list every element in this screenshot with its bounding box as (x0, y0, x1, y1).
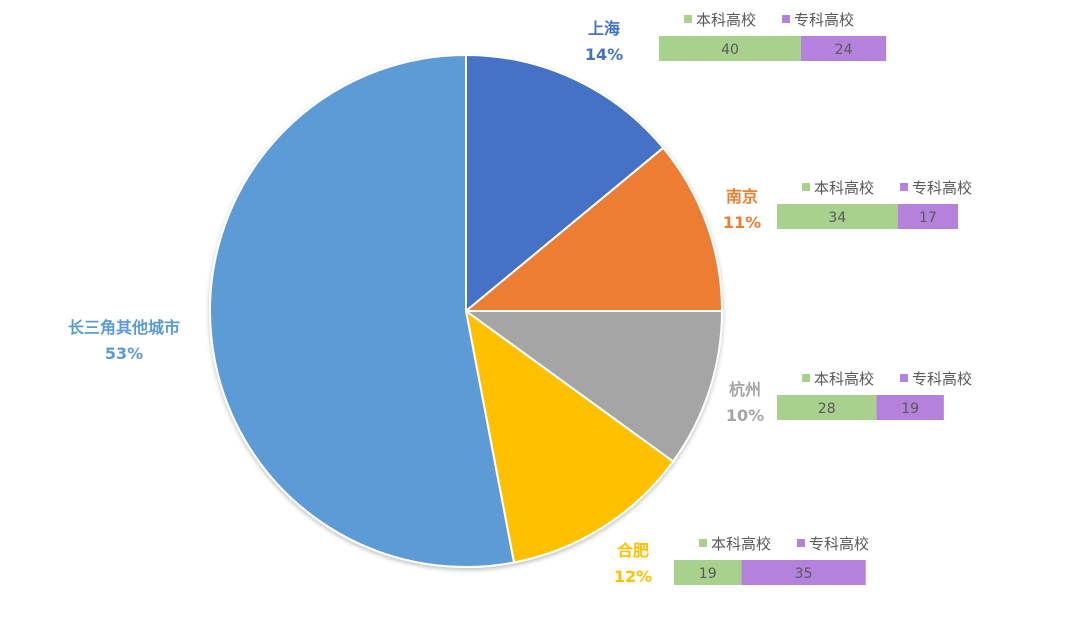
legend-label: 专科高校 (809, 535, 869, 553)
legend-swatch (900, 183, 908, 191)
bar-value-label: 19 (901, 401, 919, 417)
bar-segment-专科高校 (876, 395, 944, 420)
bar-segment-专科高校 (801, 36, 887, 61)
legend-swatch (797, 539, 805, 547)
bar-segment-专科高校 (897, 204, 959, 229)
pie-labels: 上海 14% 南京 11% 杭州 10% 合肥 12% 长三角其他城市 53% (68, 19, 764, 586)
legend-label: 本科高校 (711, 535, 771, 553)
bar-segment-本科高校 (777, 204, 898, 229)
legend-label: 本科高校 (696, 11, 756, 29)
bar-group-合肥: 本科高校 专科高校 19 35 (674, 535, 869, 585)
slice-label-percent: 14% (585, 45, 623, 64)
legend-swatch (802, 374, 810, 382)
bar-value-label: 34 (828, 210, 846, 226)
legend-swatch (684, 15, 692, 23)
slice-label-percent: 10% (726, 406, 764, 425)
legend-label: 本科高校 (814, 179, 874, 197)
pie-slice-上海 (465, 53, 665, 314)
legend-swatch (699, 539, 707, 547)
bar-segment-本科高校 (674, 560, 742, 585)
legend-swatch (900, 374, 908, 382)
bar-value-label: 24 (835, 42, 853, 58)
bar-value-label: 35 (795, 566, 813, 582)
slice-label-percent: 53% (105, 344, 143, 363)
legend-swatch (782, 15, 790, 23)
slice-label-name: 长三角其他城市 (68, 318, 180, 337)
slice-label-name: 合肥 (617, 541, 649, 560)
pie-slice-南京 (463, 146, 724, 312)
slice-label-name: 杭州 (729, 380, 761, 399)
bar-segment-本科高校 (777, 395, 877, 420)
slice-label-name: 上海 (588, 19, 620, 38)
legend-label: 专科高校 (912, 179, 972, 197)
legend-swatch (802, 183, 810, 191)
bar-value-label: 28 (818, 401, 836, 417)
bar-group-杭州: 本科高校 专科高校 28 19 (777, 370, 972, 420)
slice-label-percent: 12% (614, 567, 652, 586)
bar-group-上海: 本科高校 专科高校 40 24 (659, 11, 887, 61)
pie (209, 53, 724, 568)
slice-label-name: 南京 (726, 187, 758, 206)
bar-group-南京: 本科高校 专科高校 34 17 (777, 179, 972, 229)
bar-segment-专科高校 (741, 560, 866, 585)
legend-label: 本科高校 (814, 370, 874, 388)
bar-value-label: 40 (721, 42, 739, 58)
bar-value-label: 17 (919, 210, 937, 226)
pie-slice-长三角其他城市 (209, 53, 516, 568)
bar-segment-本科高校 (659, 36, 801, 61)
legend-label: 专科高校 (794, 11, 854, 29)
pie-slice-合肥 (464, 308, 675, 564)
legend-label: 专科高校 (912, 370, 972, 388)
slice-label-percent: 11% (723, 213, 761, 232)
bar-value-label: 19 (699, 566, 717, 582)
pie-slice-杭州 (462, 310, 724, 463)
